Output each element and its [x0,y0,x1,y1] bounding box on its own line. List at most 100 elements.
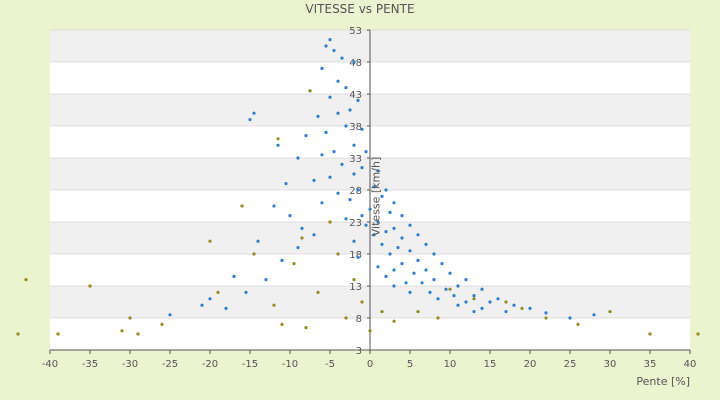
data-point-series-2 [136,332,140,336]
data-point-series-1 [320,66,324,70]
x-tick-label: -10 [282,359,298,370]
data-point-series-1 [568,316,572,320]
data-point-series-2 [436,316,440,320]
data-point-series-1 [328,175,332,179]
data-point-series-1 [480,287,484,291]
data-point-series-2 [368,329,372,333]
data-point-series-1 [360,214,364,218]
data-point-series-2 [160,322,164,326]
data-point-series-1 [348,198,352,202]
data-point-series-1 [272,204,276,208]
y-tick-label: 3 [356,346,362,357]
data-point-series-1 [380,242,384,246]
data-point-series-1 [352,172,356,176]
data-point-series-2 [252,252,256,256]
data-point-series-1 [316,114,320,118]
data-point-series-1 [480,306,484,310]
data-point-series-1 [364,223,368,227]
data-point-series-1 [344,124,348,128]
x-tick-label: -5 [325,359,335,370]
data-point-series-1 [380,194,384,198]
data-point-series-1 [360,127,364,131]
data-point-series-1 [376,169,380,173]
data-point-series-1 [312,178,316,182]
y-tick-label: 33 [349,154,362,165]
data-point-series-2 [544,316,548,320]
x-tick-label: 30 [604,359,617,370]
data-point-series-1 [432,278,436,282]
y-tick-label: 8 [356,314,362,325]
data-point-series-2 [380,310,384,314]
y-tick-label: 13 [349,282,362,293]
data-point-series-1 [392,226,396,230]
data-point-series-1 [416,258,420,262]
data-point-series-1 [392,201,396,205]
data-point-series-2 [336,252,340,256]
chart-title: VITESSE vs PENTE [305,2,415,16]
data-point-series-1 [412,271,416,275]
data-point-series-1 [388,252,392,256]
data-point-series-1 [168,313,172,317]
data-point-series-1 [464,300,468,304]
y-tick-label: 28 [349,186,362,197]
data-point-series-1 [392,284,396,288]
y-tick-label: 23 [349,218,362,229]
y-tick-label: 18 [349,250,362,261]
data-point-series-1 [384,274,388,278]
data-point-series-1 [248,118,252,122]
data-point-series-1 [344,86,348,90]
data-point-series-1 [544,311,548,315]
data-point-series-1 [400,214,404,218]
data-point-series-1 [472,294,476,298]
data-point-series-1 [320,201,324,205]
data-point-series-1 [364,150,368,154]
data-point-series-1 [324,44,328,48]
data-point-series-1 [456,303,460,307]
data-point-series-2 [608,310,612,314]
data-point-series-1 [356,188,360,192]
data-point-series-2 [56,332,60,336]
data-point-series-1 [400,236,404,240]
data-point-series-1 [388,210,392,214]
x-tick-label: 15 [484,359,497,370]
data-point-series-2 [648,332,652,336]
data-point-series-1 [372,185,376,189]
data-point-series-1 [420,281,424,285]
data-point-series-1 [304,134,308,138]
x-tick-label: 0 [367,359,373,370]
data-point-series-1 [376,265,380,269]
data-point-series-2 [208,239,212,243]
data-point-series-1 [324,130,328,134]
y-tick-label: 43 [349,90,362,101]
data-point-series-2 [344,316,348,320]
data-point-series-1 [280,258,284,262]
data-point-series-1 [404,281,408,285]
data-point-series-1 [436,297,440,301]
data-point-series-2 [128,316,132,320]
data-point-series-2 [328,220,332,224]
data-point-series-1 [384,230,388,234]
data-point-series-1 [352,143,356,147]
y-tick-label: 53 [349,26,362,37]
data-point-series-1 [472,310,476,314]
data-point-series-2 [272,303,276,307]
data-point-series-2 [392,319,396,323]
data-point-series-1 [432,252,436,256]
x-tick-label: -40 [42,359,58,370]
data-point-series-2 [520,306,524,310]
x-tick-label: 40 [684,359,697,370]
x-tick-label: 5 [407,359,413,370]
x-tick-label: -35 [82,359,98,370]
data-point-series-1 [296,246,300,250]
data-point-series-1 [252,111,256,115]
data-point-series-1 [276,143,280,147]
data-point-series-1 [444,287,448,291]
x-tick-label: 35 [644,359,657,370]
data-point-series-1 [400,262,404,266]
data-point-series-2 [300,236,304,240]
data-point-series-1 [396,246,400,250]
data-point-series-1 [328,38,332,42]
data-point-series-1 [344,217,348,221]
data-point-series-1 [208,297,212,301]
